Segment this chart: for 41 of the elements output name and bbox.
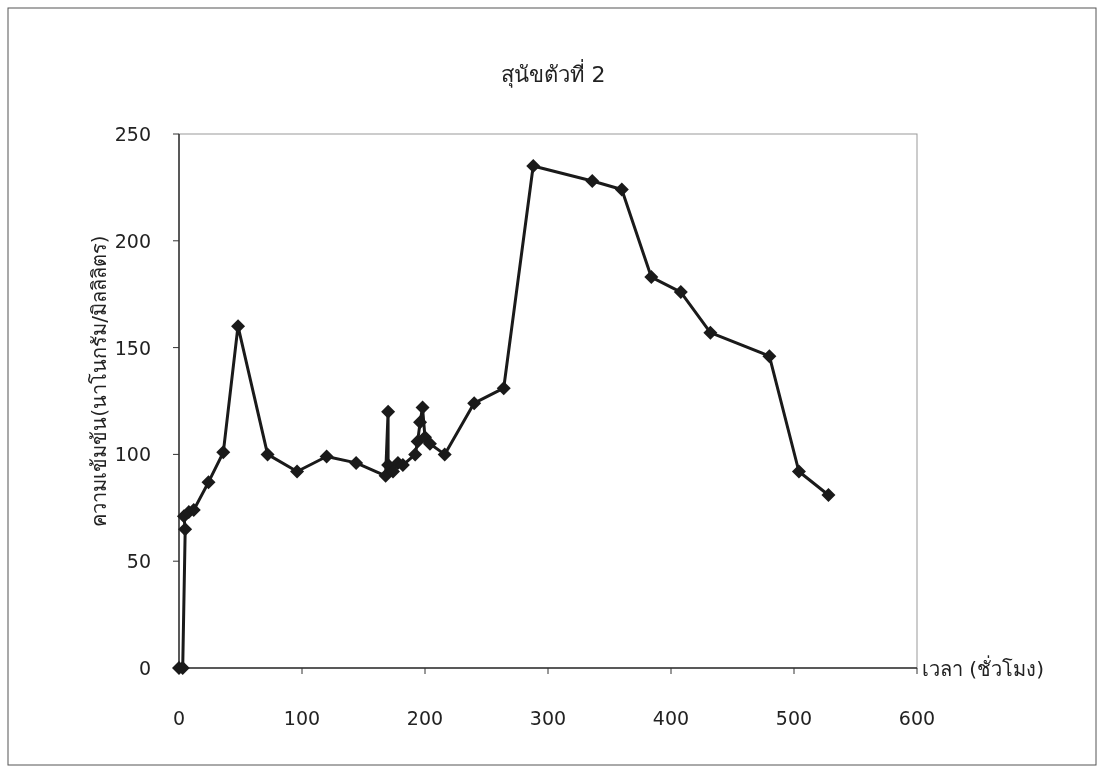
point bbox=[386, 464, 401, 479]
point bbox=[216, 445, 231, 460]
point bbox=[644, 270, 659, 285]
y-tick-label: 100 bbox=[114, 443, 151, 466]
x-axis-title: เวลา (ชั่วโมง) bbox=[922, 655, 1044, 681]
point bbox=[260, 447, 275, 462]
point bbox=[178, 522, 193, 537]
point bbox=[349, 455, 364, 470]
chart-title: สุนัขตัวที่ 2 bbox=[500, 59, 606, 88]
y-tick-label: 50 bbox=[126, 550, 151, 573]
point bbox=[413, 415, 428, 430]
x-tick-label: 0 bbox=[172, 707, 186, 729]
point bbox=[319, 449, 334, 464]
point bbox=[526, 159, 541, 174]
point bbox=[673, 285, 688, 300]
point bbox=[496, 381, 511, 396]
point bbox=[290, 464, 305, 479]
point bbox=[467, 396, 482, 411]
x-tick-label: 600 bbox=[898, 707, 936, 729]
point bbox=[703, 325, 718, 340]
point bbox=[408, 447, 423, 462]
point bbox=[381, 404, 396, 419]
y-tick-label: 150 bbox=[114, 336, 151, 359]
point bbox=[614, 182, 629, 197]
x-tick-label: 500 bbox=[775, 707, 813, 729]
point bbox=[762, 349, 777, 364]
y-axis-title: ความเข้มข้น(นาโนกรัม/มิลลิลิตร) bbox=[87, 235, 111, 527]
point bbox=[415, 400, 430, 415]
y-tick-label: 200 bbox=[114, 229, 151, 252]
point bbox=[585, 173, 600, 188]
x-tick-label: 100 bbox=[283, 707, 321, 729]
point bbox=[821, 487, 836, 502]
y-tick-label: 0 bbox=[138, 657, 151, 679]
point bbox=[437, 447, 452, 462]
x-tick-label: 300 bbox=[529, 707, 567, 729]
x-tick-label: 200 bbox=[406, 707, 444, 729]
point bbox=[791, 464, 806, 479]
point bbox=[201, 475, 216, 490]
point bbox=[422, 436, 437, 451]
y-tick-label: 250 bbox=[114, 123, 151, 145]
x-tick-label: 400 bbox=[652, 707, 690, 729]
